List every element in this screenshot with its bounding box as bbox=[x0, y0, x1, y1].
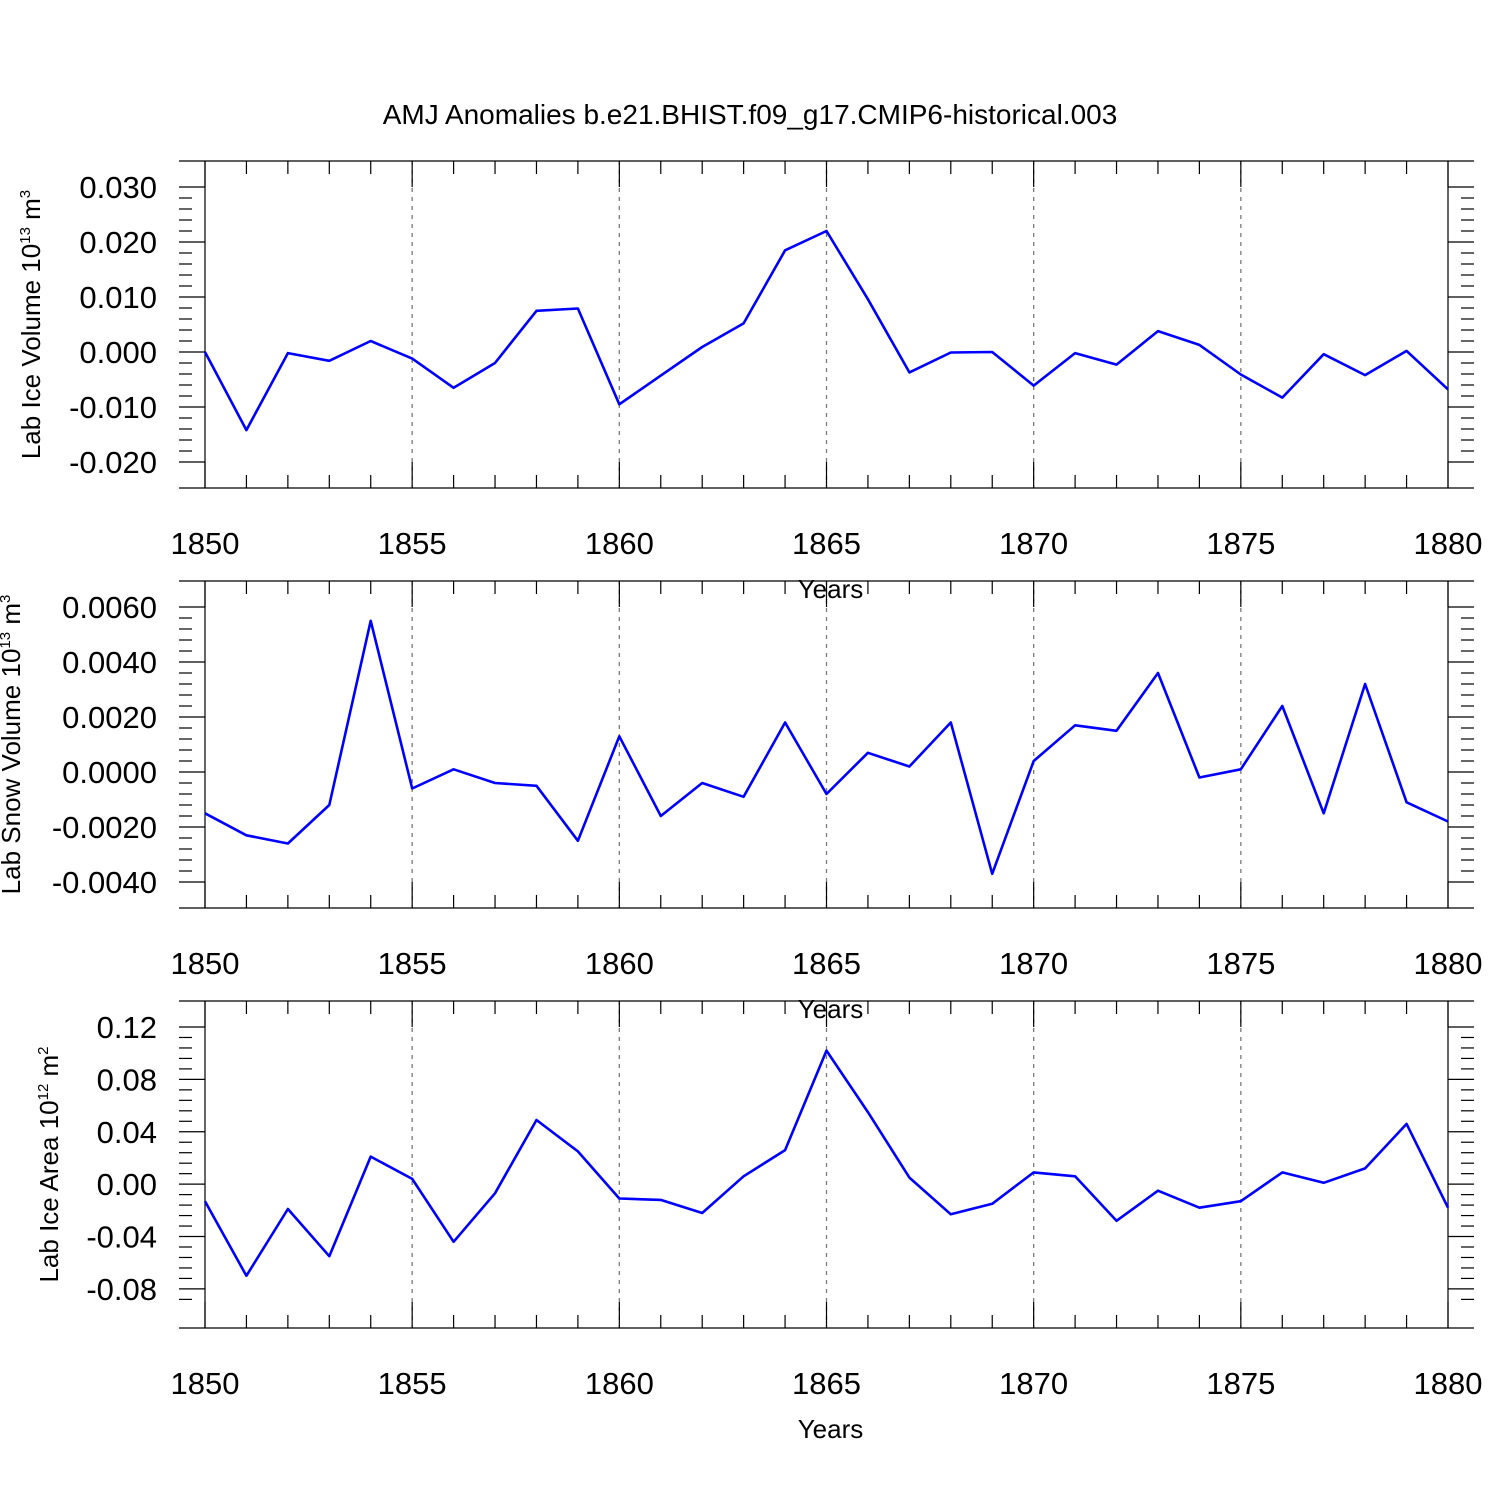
x-tick-label: 1865 bbox=[792, 526, 861, 561]
x-tick-label: 1875 bbox=[1206, 1366, 1275, 1401]
y-axis-title-exponent: 12 bbox=[35, 1084, 52, 1101]
x-tick-label: 1865 bbox=[792, 946, 861, 981]
x-tick-label: 1875 bbox=[1206, 946, 1275, 981]
series-line-1 bbox=[204, 619, 1449, 876]
x-tick-label: 1870 bbox=[999, 526, 1068, 561]
y-tick-label: 0.030 bbox=[79, 170, 157, 205]
x-axis-title: Years bbox=[798, 994, 864, 1024]
figure-title: AMJ Anomalies b.e21.BHIST.f09_g17.CMIP6-… bbox=[383, 99, 1118, 130]
y-axis-title-unit: m bbox=[16, 198, 46, 227]
x-tick-label: 1855 bbox=[378, 1366, 447, 1401]
y-axis-title-unit: m bbox=[0, 603, 26, 632]
y-tick-label: 0.12 bbox=[97, 1010, 157, 1045]
y-tick-label: 0.00 bbox=[97, 1167, 157, 1202]
y-axis-title-exponent: 13 bbox=[0, 632, 14, 649]
y-axis-title: Lab Snow Volume 1013 m3 bbox=[0, 595, 26, 895]
x-tick-label: 1850 bbox=[171, 946, 240, 981]
x-axis-title: Years bbox=[798, 574, 864, 604]
x-tick-label: 1850 bbox=[171, 1366, 240, 1401]
x-tick-label: 1850 bbox=[171, 526, 240, 561]
y-tick-label: 0.0020 bbox=[62, 700, 157, 735]
panels: -0.020 -0.010 0.000 0.010 0.020 0.030 1850 1855… bbox=[0, 160, 1483, 1444]
x-tick-label: 1855 bbox=[378, 946, 447, 981]
series-line-1 bbox=[203, 1049, 1450, 1278]
x-tick-label: 1860 bbox=[585, 1366, 654, 1401]
x-tick-label: 1875 bbox=[1206, 526, 1275, 561]
y-axis-title-text: Lab Snow Volume 10 bbox=[0, 649, 26, 895]
y-axis-title-exponent: 13 bbox=[17, 227, 34, 244]
y-axis-title-unit-exponent: 3 bbox=[17, 190, 34, 198]
y-tick-label: -0.0040 bbox=[52, 865, 157, 900]
x-tick-label: 1880 bbox=[1414, 946, 1483, 981]
y-tick-label: 0.0040 bbox=[62, 645, 157, 680]
x-axis-title: Years bbox=[798, 1414, 864, 1444]
y-axis-title: Lab Ice Area 1012 m2 bbox=[34, 1046, 64, 1282]
x-tick-label: 1865 bbox=[792, 1366, 861, 1401]
y-tick-label: -0.08 bbox=[86, 1272, 157, 1307]
y-axis-title-text: Lab Ice Volume 10 bbox=[16, 244, 46, 459]
x-tick-label: 1860 bbox=[585, 526, 654, 561]
y-axis-title-unit-exponent: 3 bbox=[0, 595, 14, 603]
y-axis-title-unit: m bbox=[34, 1055, 64, 1084]
panel-1: -0.020 -0.010 0.000 0.010 0.020 0.030 1850 1855… bbox=[16, 160, 1483, 604]
y-tick-label: 0.010 bbox=[79, 280, 157, 315]
x-tick-label: 1880 bbox=[1414, 526, 1483, 561]
x-tick-label: 1870 bbox=[999, 946, 1068, 981]
y-tick-label: 0.08 bbox=[97, 1062, 157, 1097]
series-line-1 bbox=[203, 229, 1449, 432]
panel-3: -0.08 -0.04 0.00 0.04 0.08 0.12 1850 1855 1860 18… bbox=[34, 1000, 1483, 1444]
y-axis-title: Lab Ice Volume 1013 m3 bbox=[16, 190, 46, 459]
y-tick-label: 0.0000 bbox=[62, 755, 157, 790]
y-axis-title-text: Lab Ice Area 10 bbox=[34, 1100, 64, 1282]
y-tick-label: -0.04 bbox=[86, 1220, 157, 1255]
y-tick-label: 0.04 bbox=[97, 1115, 157, 1150]
y-tick-label: 0.000 bbox=[79, 335, 157, 370]
y-tick-label: 0.0060 bbox=[62, 590, 157, 625]
y-tick-label: -0.0020 bbox=[52, 810, 157, 845]
panel-2: -0.0040 -0.0020 0.0000 0.0020 0.0040 0.0060 18… bbox=[0, 580, 1483, 1024]
y-tick-label: -0.010 bbox=[69, 390, 157, 425]
x-tick-label: 1855 bbox=[378, 526, 447, 561]
x-tick-label: 1860 bbox=[585, 946, 654, 981]
x-tick-label: 1880 bbox=[1414, 1366, 1483, 1401]
y-tick-label: -0.020 bbox=[69, 445, 157, 480]
y-tick-label: 0.020 bbox=[79, 225, 157, 260]
y-axis-title-unit-exponent: 2 bbox=[35, 1046, 52, 1054]
x-tick-label: 1870 bbox=[999, 1366, 1068, 1401]
